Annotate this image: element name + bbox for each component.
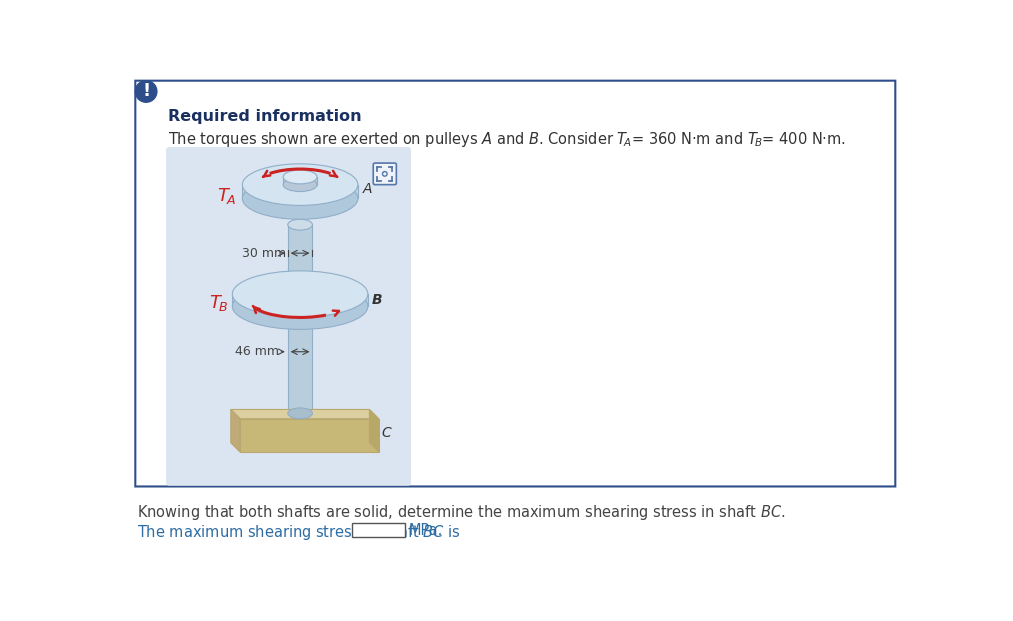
Text: !: ! <box>142 83 150 101</box>
Ellipse shape <box>242 178 358 219</box>
Text: 30 mm: 30 mm <box>241 247 286 260</box>
Ellipse shape <box>288 219 312 230</box>
Ellipse shape <box>232 283 368 329</box>
Text: B: B <box>372 293 382 307</box>
Polygon shape <box>370 409 379 452</box>
Ellipse shape <box>242 164 358 206</box>
Text: Knowing that both shafts are solid, determine the maximum shearing stress in sha: Knowing that both shafts are solid, dete… <box>137 502 785 522</box>
FancyBboxPatch shape <box>136 81 895 486</box>
Polygon shape <box>231 409 240 452</box>
Text: Required information: Required information <box>168 109 362 124</box>
Polygon shape <box>231 443 379 452</box>
Text: A: A <box>363 182 372 196</box>
FancyBboxPatch shape <box>232 294 368 306</box>
Text: The maximum shearing stress in shaft $\mathit{BC}$ is: The maximum shearing stress in shaft $\m… <box>137 523 461 542</box>
Ellipse shape <box>232 271 368 317</box>
FancyBboxPatch shape <box>242 184 358 199</box>
Ellipse shape <box>284 178 317 191</box>
Circle shape <box>136 81 157 102</box>
Text: 46 mm: 46 mm <box>235 345 280 358</box>
FancyBboxPatch shape <box>288 225 312 414</box>
FancyBboxPatch shape <box>373 163 396 184</box>
FancyBboxPatch shape <box>353 524 405 537</box>
Polygon shape <box>240 419 379 452</box>
Text: $\mathbf{\mathit{T}}_{\!\mathbf{\mathit{A}}}$: $\mathbf{\mathit{T}}_{\!\mathbf{\mathit{… <box>217 186 236 206</box>
Text: The torques shown are exerted on pulleys $\mathit{A}$ and $\mathit{B}$. Consider: The torques shown are exerted on pulleys… <box>168 130 846 149</box>
Ellipse shape <box>288 408 312 419</box>
Text: MPa.: MPa. <box>408 523 443 538</box>
Polygon shape <box>231 409 379 419</box>
Text: C: C <box>381 425 391 440</box>
Ellipse shape <box>284 170 317 184</box>
FancyBboxPatch shape <box>284 177 317 184</box>
FancyBboxPatch shape <box>166 147 411 486</box>
Text: $\mathbf{\mathit{T}}_{\!\mathbf{\mathit{B}}}$: $\mathbf{\mathit{T}}_{\!\mathbf{\mathit{… <box>210 293 228 313</box>
